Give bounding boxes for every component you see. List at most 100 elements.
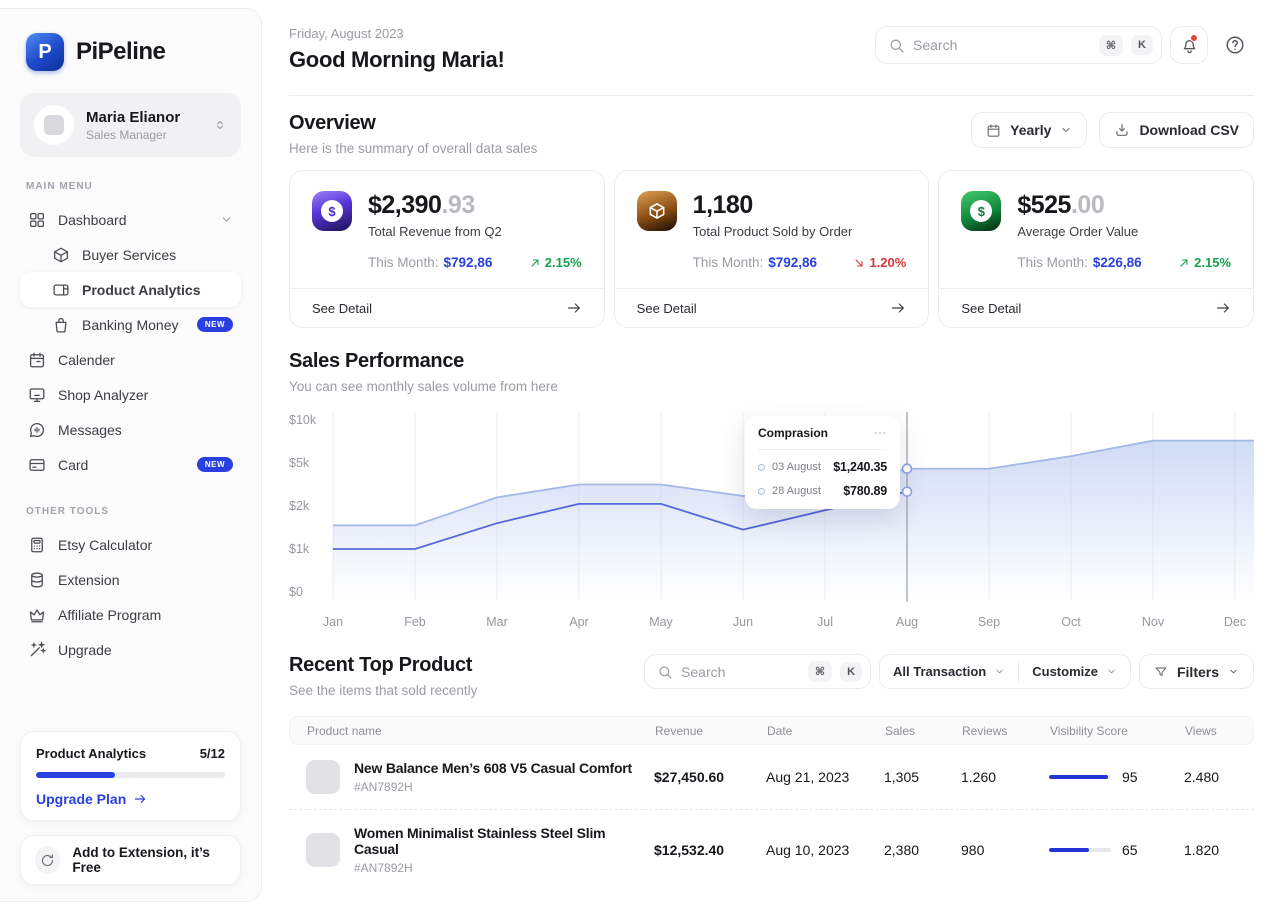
- trend-down-icon: [853, 257, 865, 269]
- stat-label: Total Revenue from Q2: [368, 224, 502, 239]
- upgrade-plan-link[interactable]: Upgrade Plan: [36, 791, 225, 807]
- search-icon: [657, 664, 673, 680]
- usage-progress-bar: [36, 772, 225, 778]
- table-row[interactable]: New Balance Men’s 608 V5 Casual Comfort …: [289, 745, 1254, 809]
- arrow-right-icon: [566, 300, 582, 316]
- sidebar-item-product-analytics[interactable]: Product Analytics: [20, 272, 241, 307]
- sidebar-item-label: Shop Analyzer: [58, 386, 149, 403]
- svg-text:Feb: Feb: [404, 615, 426, 629]
- sidebar-item-messages[interactable]: Messages: [20, 412, 241, 447]
- product-name: New Balance Men’s 608 V5 Casual Comfort: [354, 760, 633, 776]
- new-badge: NEW: [196, 457, 233, 472]
- sidebar-item-label: Upgrade: [58, 641, 112, 658]
- sidebar-item-calender[interactable]: Calender: [20, 342, 241, 377]
- stat-value: $2,390: [368, 191, 442, 219]
- column-header: Views: [1185, 723, 1217, 738]
- visibility-value: 65: [1122, 842, 1138, 858]
- dashboard-grid-icon: [28, 211, 46, 229]
- notifications-button[interactable]: [1170, 26, 1208, 64]
- calendar-icon: [986, 123, 1001, 138]
- product-sku: #AN7892H: [354, 861, 413, 875]
- customize-dropdown[interactable]: Customize: [1019, 655, 1130, 688]
- download-csv-button[interactable]: Download CSV: [1099, 112, 1254, 148]
- svg-text:Dec: Dec: [1224, 615, 1246, 629]
- sidebar-item-etsy-calculator[interactable]: Etsy Calculator: [20, 527, 241, 562]
- current-date: Friday, August 2023: [289, 26, 404, 41]
- notification-badge: [1190, 34, 1198, 42]
- svg-text:Nov: Nov: [1142, 615, 1165, 629]
- usage-card: Product Analytics 5/12 Upgrade Plan: [20, 731, 241, 821]
- sidebar-item-affiliate-program[interactable]: Affiliate Program: [20, 597, 241, 632]
- sidebar-item-dashboard[interactable]: Dashboard: [20, 202, 241, 237]
- chart-tooltip: Comprasion 03 August $1,240.35 28 August: [745, 416, 900, 509]
- overview-title: Overview: [289, 112, 376, 134]
- products-table: Product name Revenue Date Sales Reviews …: [289, 716, 1254, 890]
- table-row[interactable]: Women Minimalist Stainless Steel Slim Ca…: [289, 809, 1254, 890]
- app-logo-icon: P: [26, 33, 64, 71]
- products-search[interactable]: ⌘ K: [644, 654, 872, 689]
- series-bullet-icon: [758, 463, 765, 471]
- main-menu: Dashboard Buyer Services Product Analyti…: [20, 202, 241, 482]
- sidebar-item-banking-money[interactable]: Banking Money NEW: [20, 307, 241, 342]
- stat-cards: $ $2,390.93 Total Revenue from Q2 This M…: [289, 170, 1255, 328]
- cell-date: Aug 10, 2023: [766, 842, 850, 858]
- tooltip-row: 03 August $1,240.35: [758, 460, 887, 474]
- period-dropdown[interactable]: Yearly: [971, 112, 1088, 148]
- column-header: Sales: [885, 723, 916, 738]
- sidebar-item-buyer-services[interactable]: Buyer Services: [20, 237, 241, 272]
- product-name: Women Minimalist Stainless Steel Slim Ca…: [354, 825, 606, 857]
- see-detail-button[interactable]: See Detail: [939, 288, 1254, 327]
- user-profile-card[interactable]: Maria Elianor Sales Manager: [20, 93, 241, 157]
- search-input[interactable]: [913, 37, 1091, 53]
- add-to-extension-button[interactable]: Add to Extension, it’s Free: [20, 835, 241, 885]
- kbd-cmd: ⌘: [1098, 34, 1124, 56]
- delta-badge: 2.15%: [529, 255, 582, 270]
- products-search-input[interactable]: [681, 663, 800, 680]
- cell-reviews: 1.260: [961, 769, 997, 785]
- credit-card-icon: [28, 456, 46, 474]
- sidebar-item-shop-analyzer[interactable]: Shop Analyzer: [20, 377, 241, 412]
- chevron-down-icon: [1060, 124, 1072, 136]
- ellipsis-icon[interactable]: [873, 426, 887, 440]
- app-title: PiPeline: [76, 38, 166, 65]
- avg-order-dollar-icon: $: [961, 191, 1002, 231]
- svg-text:Jun: Jun: [733, 615, 753, 629]
- cell-sales: 2,380: [884, 842, 920, 858]
- sidebar-item-label: Extension: [58, 571, 120, 588]
- usage-progress-fill: [36, 772, 116, 778]
- visibility-value: 95: [1122, 769, 1138, 785]
- svg-text:Oct: Oct: [1061, 615, 1081, 629]
- stat-value-fraction: .93: [441, 191, 475, 219]
- extension-refresh-icon: [35, 846, 61, 874]
- stat-card-revenue: $ $2,390.93 Total Revenue from Q2 This M…: [289, 170, 605, 328]
- chevron-down-icon: [1228, 666, 1239, 677]
- stat-card-products-sold: 1,180 Total Product Sold by Order This M…: [613, 170, 930, 328]
- kbd-k: K: [1131, 35, 1153, 55]
- products-subtitle: See the items that sold recently: [289, 683, 478, 698]
- main-menu-label: MAIN MENU: [26, 181, 93, 192]
- svg-text:$2k: $2k: [289, 499, 310, 513]
- sidebar-item-extension[interactable]: Extension: [20, 562, 241, 597]
- package-box-icon: [636, 191, 677, 231]
- sidebar-item-upgrade[interactable]: Upgrade: [20, 632, 241, 667]
- stat-label: Total Product Sold by Order: [692, 224, 853, 239]
- download-csv-label: Download CSV: [1139, 122, 1239, 138]
- stat-card-avg-order: $ $525.00 Average Order Value This Month…: [938, 170, 1255, 328]
- sidebar-item-card[interactable]: Card NEW: [20, 447, 241, 482]
- filters-dropdown[interactable]: Filters: [1138, 654, 1254, 689]
- new-badge: NEW: [196, 317, 233, 332]
- cell-visibility-score: 95: [1049, 769, 1184, 785]
- cell-visibility-score: 65: [1049, 842, 1184, 858]
- visibility-bar: [1049, 775, 1111, 779]
- help-button[interactable]: [1216, 26, 1254, 64]
- transaction-filter-dropdown[interactable]: All Transaction: [880, 655, 1018, 688]
- see-detail-button[interactable]: See Detail: [614, 288, 929, 327]
- tooltip-row: 28 August $780.89: [758, 484, 887, 498]
- global-search[interactable]: ⌘ K: [875, 26, 1162, 64]
- visibility-bar: [1049, 848, 1111, 852]
- see-detail-button[interactable]: See Detail: [290, 288, 604, 327]
- svg-text:$1k: $1k: [289, 542, 310, 556]
- column-header: Product name: [307, 723, 382, 738]
- cell-views: 2.480: [1184, 769, 1220, 785]
